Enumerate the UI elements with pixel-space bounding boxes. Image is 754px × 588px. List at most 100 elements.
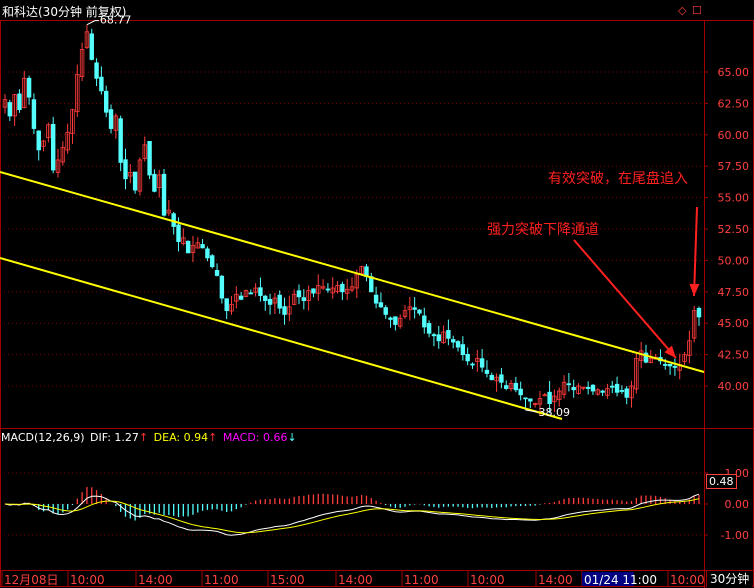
candle-body: [687, 340, 692, 356]
candle-body: [311, 288, 316, 294]
candle-body: [65, 131, 70, 151]
macd-tick-label: 0.00: [725, 498, 750, 511]
candle-body: [263, 295, 268, 301]
candle-body: [542, 394, 547, 397]
candle-body: [475, 357, 480, 362]
candle-body: [108, 109, 114, 129]
low-marker-line: [525, 409, 538, 413]
candle-body: [412, 307, 417, 310]
breakout-annotation: 有效突破，在尾盘追入: [548, 171, 688, 187]
channel-break-arrow-shaft: [573, 239, 677, 359]
candle-body: [557, 390, 562, 401]
macd-value: MACD: 0.66: [222, 431, 288, 444]
candlestick-series: [2, 24, 702, 415]
time-tick-label: 10:00: [670, 573, 705, 587]
time-tick-label: 12月08日: [4, 573, 59, 587]
candle-body: [36, 130, 41, 151]
channel-lower-line: [0, 257, 563, 420]
candle-body: [320, 286, 326, 289]
stock-title: 和科达(30分钟 前复权): [2, 5, 127, 19]
candle-body: [648, 357, 654, 363]
candle-body: [137, 159, 143, 192]
channel-upper-line: [0, 171, 705, 373]
candle-body: [552, 395, 557, 403]
candle-body: [489, 374, 494, 381]
candle-body: [55, 159, 61, 173]
time-tick-label: 15:00: [270, 573, 305, 587]
period-30min-button[interactable]: 30分钟: [706, 571, 753, 587]
candle-body: [41, 140, 46, 147]
candle-body: [200, 244, 205, 249]
candle-body: [128, 172, 133, 177]
candle-body: [605, 388, 610, 396]
price-tick-label: 65.00: [718, 66, 750, 79]
candle-body: [484, 369, 490, 374]
candle-body: [499, 374, 504, 383]
candle-body: [455, 341, 461, 348]
low-price-label: 38.09: [539, 406, 571, 419]
candle-body: [176, 224, 181, 242]
candle-body: [248, 292, 253, 295]
candle-body: [157, 174, 162, 189]
time-tick-label: 14:00: [138, 573, 173, 587]
diamond-icon[interactable]: ◇: [678, 4, 687, 17]
price-tick-label: 47.50: [718, 286, 750, 299]
dea-line: [4, 498, 700, 534]
macd-down-arrow-icon: ↓: [287, 431, 297, 444]
candle-body: [590, 384, 596, 392]
candle-body: [634, 357, 639, 390]
square-icon[interactable]: ☐: [692, 4, 702, 17]
candle-body: [383, 307, 388, 315]
candle-body: [2, 99, 8, 108]
candle-body: [451, 339, 456, 343]
candle-body: [624, 388, 629, 398]
macd-legend: MACD(12,26,9) DIF: 1.27↑ DEA: 0.94↑ MACD…: [1, 431, 297, 444]
candle-body: [397, 317, 403, 327]
time-tick-label: 11:00: [204, 573, 239, 587]
candle-body: [224, 298, 229, 312]
candle-body: [104, 90, 109, 113]
candle-body: [335, 285, 340, 292]
current-macd-tag: 0.48: [706, 474, 737, 489]
candle-body: [195, 242, 200, 249]
time-tick-label: 01/24 11:00: [584, 573, 657, 587]
trend-channel: [0, 171, 705, 420]
candle-body: [479, 358, 485, 368]
candle-body: [99, 76, 104, 92]
candle-body: [296, 290, 302, 298]
candle-body: [84, 31, 90, 48]
dif-up-arrow-icon: ↑: [138, 431, 149, 444]
annotations: 68.77 38.09: [86, 14, 700, 419]
time-highlight: [582, 572, 634, 586]
macd-indicator: 1.000.00-1.00: [0, 467, 749, 542]
candle-body: [113, 115, 119, 131]
candle-body: [89, 33, 94, 60]
candle-body: [523, 397, 528, 400]
candle-body: [94, 62, 99, 79]
price-tick-label: 52.50: [718, 223, 750, 236]
candle-body: [132, 171, 138, 191]
candle-body: [566, 383, 572, 386]
macd-tick-label: -1.00: [721, 529, 749, 542]
candle-body: [234, 293, 239, 302]
candle-body: [142, 144, 147, 159]
candle-body: [306, 290, 311, 301]
candle-body: [595, 389, 600, 395]
candle-body: [672, 366, 678, 368]
candle-body: [75, 74, 80, 113]
candle-body: [518, 388, 523, 396]
candle-body: [373, 294, 379, 304]
candle-body: [349, 286, 355, 291]
candle-body: [581, 386, 586, 389]
price-tick-label: 60.00: [718, 129, 750, 142]
candle-body: [576, 385, 581, 394]
candle-body: [696, 308, 702, 318]
candle-body: [600, 390, 605, 393]
candle-body: [667, 363, 673, 367]
candle-body: [181, 237, 186, 244]
candle-body: [166, 209, 172, 214]
candle-body: [282, 306, 287, 315]
candle-body: [402, 310, 408, 317]
time-tick-label: 14:00: [538, 573, 573, 587]
